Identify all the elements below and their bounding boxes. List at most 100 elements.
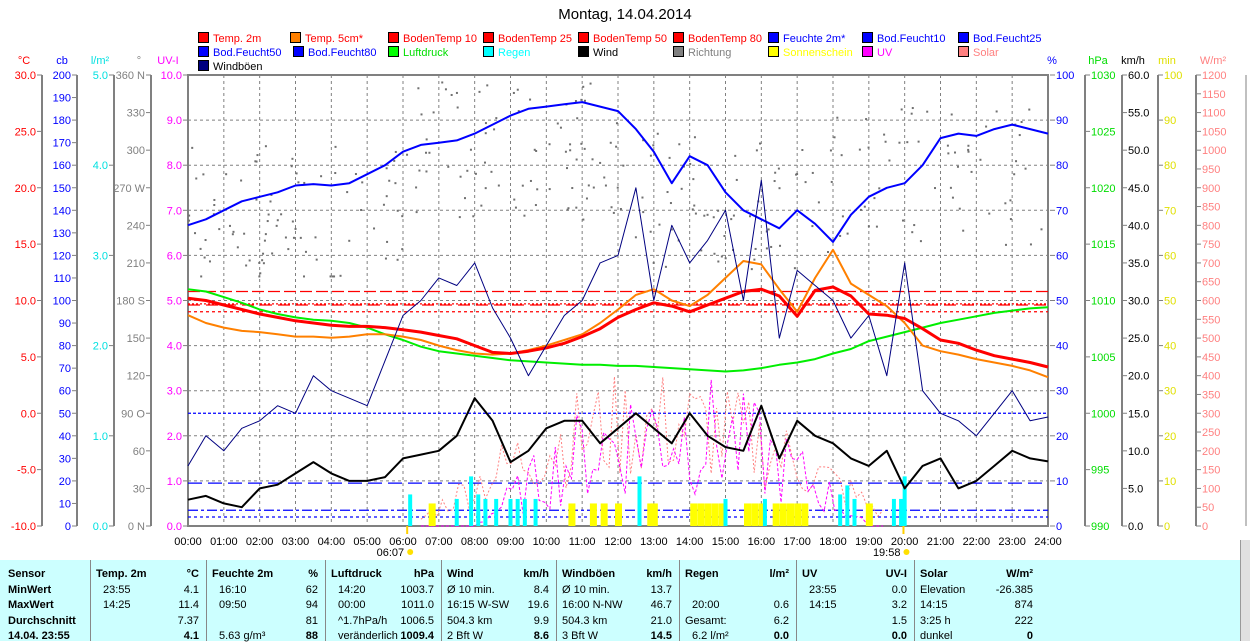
wind-direction-dot	[433, 111, 435, 113]
axis-tick-label: 5.0	[21, 352, 36, 364]
wind-direction-dot	[255, 199, 257, 201]
x-tick-label: 02:00	[246, 536, 274, 548]
column-title: Wind	[447, 568, 474, 580]
wind-direction-dot	[642, 211, 644, 213]
wind-direction-dot	[478, 91, 480, 93]
x-tick-label: 22:00	[963, 536, 991, 548]
axis-tick-label: 700	[1202, 258, 1220, 270]
wind-direction-dot	[582, 86, 584, 88]
wind-direction-dot	[779, 187, 781, 189]
wind-direction-dot	[258, 262, 260, 264]
axis-tick-label: 80	[59, 341, 71, 353]
axis-tick-label: 60	[1056, 250, 1068, 262]
wind-direction-dot	[421, 113, 423, 115]
wind-direction-dot	[188, 215, 190, 217]
axis-tick-label: 1.0	[167, 476, 182, 488]
axis-tick-label: 100	[1056, 70, 1074, 82]
cell-value: 1.5	[892, 615, 907, 627]
axis-tick-label: 100	[53, 296, 71, 308]
wind-direction-dot	[536, 188, 538, 190]
wind-direction-dot	[913, 224, 915, 226]
axis-tick-label: 90 O	[121, 408, 145, 420]
wind-direction-dot	[947, 152, 949, 154]
column-title: Windböen	[562, 568, 615, 580]
axis-tick-label: 40	[1056, 341, 1068, 353]
axis-tick-label: 0	[1164, 521, 1170, 533]
wind-direction-dot	[1015, 160, 1017, 162]
sunshine-bar	[651, 503, 658, 526]
wind-direction-dot	[332, 275, 334, 277]
cell-label: 2 Bft W	[447, 630, 483, 642]
axis-tick-label: 2.0	[167, 431, 182, 443]
wind-direction-dot	[599, 162, 601, 164]
wind-direction-dot	[734, 155, 736, 157]
wind-direction-dot	[831, 181, 833, 183]
wind-direction-dot	[265, 145, 267, 147]
wind-direction-dot	[873, 197, 875, 199]
sunshine-bar	[780, 503, 787, 526]
cell-label: 5.63 g/m³	[219, 630, 265, 642]
column-title: Feuchte 2m	[212, 568, 273, 580]
cell-label: 23:55	[809, 584, 837, 596]
scrollbar[interactable]	[1240, 540, 1250, 641]
wind-direction-dot	[667, 191, 669, 193]
wind-direction-dot	[495, 117, 497, 119]
cell-value: 3.2	[892, 599, 907, 611]
axis-tick-label: 270 W	[113, 183, 145, 195]
cell-label: 00:00	[338, 599, 366, 611]
axis-tick-label: 30	[59, 453, 71, 465]
wind-direction-dot	[213, 204, 215, 206]
axis-tick-label: 150	[53, 183, 71, 195]
cell-label: 14:20	[338, 584, 366, 596]
wind-direction-dot	[954, 152, 956, 154]
wind-direction-dot	[513, 199, 515, 201]
axis-tick-label: 450	[1202, 352, 1220, 364]
cell-value: 46.7	[651, 599, 672, 611]
axis-tick-label: 10	[1164, 476, 1176, 488]
axis-tick-label: 30.0	[15, 70, 36, 82]
axis-tick-label: 210	[127, 258, 145, 270]
wind-direction-dot	[269, 200, 271, 202]
wind-direction-dot	[267, 220, 269, 222]
rain-bar	[899, 499, 903, 526]
sunshine-bar	[866, 503, 873, 526]
axis-tick-label: 50	[59, 408, 71, 420]
axis-tick-label: 40	[59, 431, 71, 443]
axis-tick-label: 70	[1164, 205, 1176, 217]
wind-direction-dot	[603, 177, 605, 179]
column-unit: l/m²	[769, 568, 789, 580]
x-tick-label: 21:00	[927, 536, 955, 548]
wind-direction-dot	[459, 216, 461, 218]
cell-value: 88	[306, 630, 318, 642]
sunshine-bar	[751, 503, 758, 526]
wind-direction-dot	[480, 205, 482, 207]
axis-tick-label: 750	[1202, 239, 1220, 251]
wind-direction-dot	[818, 201, 820, 203]
wind-direction-dot	[868, 147, 870, 149]
axis-tick-label: 7.0	[167, 205, 182, 217]
wind-direction-dot	[277, 219, 279, 221]
wind-direction-dot	[460, 176, 462, 178]
wind-direction-dot	[295, 228, 297, 230]
cell-value: 19.6	[528, 599, 549, 611]
column-title: Regen	[685, 568, 719, 580]
wind-direction-dot	[425, 170, 427, 172]
wind-direction-dot	[586, 197, 588, 199]
axis-tick-label: 240	[127, 220, 145, 232]
wind-direction-dot	[580, 99, 582, 101]
wind-direction-dot	[605, 185, 607, 187]
wind-direction-dot	[567, 207, 569, 209]
wind-direction-dot	[209, 260, 211, 262]
axis-tick-label: 20	[1164, 431, 1176, 443]
rain-bar	[494, 499, 498, 526]
wind-direction-dot	[303, 275, 305, 277]
wind-direction-dot	[611, 206, 613, 208]
wind-direction-dot	[615, 146, 617, 148]
cell-value: 1009.4	[400, 630, 434, 642]
axis-tick-label: 80	[1164, 160, 1176, 172]
wind-direction-dot	[657, 133, 659, 135]
cell-label: Ø 10 min.	[447, 584, 495, 596]
